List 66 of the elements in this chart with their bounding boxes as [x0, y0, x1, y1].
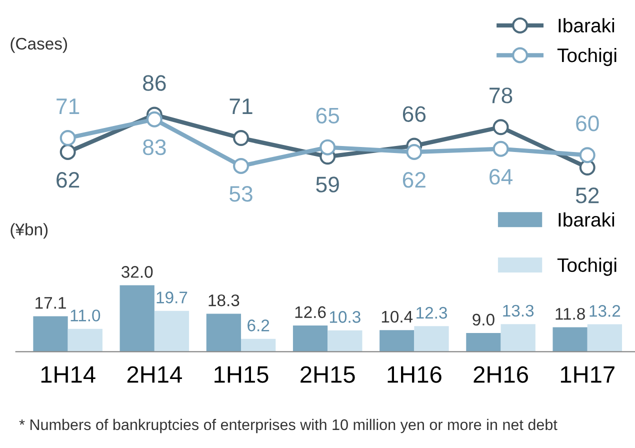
data-label: 71 — [230, 98, 252, 114]
y-axis-title: (¥bn) — [10, 223, 48, 239]
data-label: 12.3 — [416, 306, 447, 319]
x-tick-label: 2H15 — [300, 366, 355, 383]
point — [60, 130, 76, 146]
data-label: 12.6 — [295, 306, 326, 318]
data-label: 64 — [490, 168, 512, 185]
bar — [328, 330, 362, 352]
bar — [120, 285, 154, 352]
x-tick-label: 1H16 — [388, 366, 442, 383]
data-label: 65 — [316, 108, 340, 124]
point — [146, 111, 162, 128]
data-label: 10.4 — [382, 310, 413, 323]
bar — [68, 328, 102, 352]
bar — [206, 314, 242, 352]
x-tick-label: 1H17 — [560, 366, 614, 383]
data-label: 18.3 — [208, 294, 240, 306]
data-label: 6.2 — [248, 320, 270, 332]
data-label: 13.2 — [590, 305, 620, 317]
data-label: 9.0 — [472, 314, 494, 326]
bar — [414, 326, 449, 352]
bar — [552, 327, 588, 352]
data-label: 62 — [56, 172, 80, 188]
data-label: 86 — [143, 75, 166, 91]
point — [320, 139, 336, 156]
data-label: 52 — [576, 188, 599, 204]
bar — [33, 316, 68, 352]
x-tick-label: 2H16 — [474, 366, 528, 383]
data-label: 10.3 — [330, 311, 360, 323]
data-label: 59 — [316, 176, 339, 192]
text: * Numbers of bankruptcies of enterprises with 10 million yen or more in net debt — [19, 418, 558, 434]
legend-label: Tochigi — [557, 258, 616, 276]
data-label: 32.0 — [122, 266, 153, 278]
data-label: 17.1 — [36, 297, 66, 309]
data-label: 66 — [402, 106, 426, 122]
x-tick-label: 2H14 — [127, 366, 182, 383]
bar — [500, 324, 536, 352]
x-tick-label: 1H14 — [41, 366, 96, 383]
bar — [466, 333, 501, 352]
bar — [380, 330, 414, 352]
bar — [292, 326, 328, 352]
legend-label: Ibaraki — [558, 212, 614, 227]
data-label: 60 — [576, 116, 599, 132]
point — [492, 140, 509, 157]
point — [60, 144, 76, 160]
data-label: 11.0 — [70, 310, 100, 322]
data-label: 11.8 — [556, 308, 585, 320]
bar — [587, 324, 622, 352]
data-label: 78 — [490, 88, 512, 104]
bar — [241, 338, 276, 352]
bar — [154, 310, 190, 352]
data-label: 62 — [402, 172, 426, 188]
data-label: 19.7 — [156, 292, 188, 304]
legend-label: Tochigi — [557, 48, 616, 66]
point — [579, 147, 596, 164]
legend-label: Ibaraki — [558, 18, 614, 32]
point — [233, 158, 249, 174]
point — [406, 144, 422, 160]
point — [492, 119, 509, 136]
x-tick-label: 1H15 — [214, 366, 268, 383]
data-label: 71 — [56, 98, 80, 114]
point — [233, 130, 249, 146]
data-label: 13.3 — [503, 304, 534, 317]
data-label: 53 — [230, 186, 252, 202]
data-label: 83 — [143, 139, 166, 156]
y-axis-title: (Cases) — [10, 37, 67, 53]
